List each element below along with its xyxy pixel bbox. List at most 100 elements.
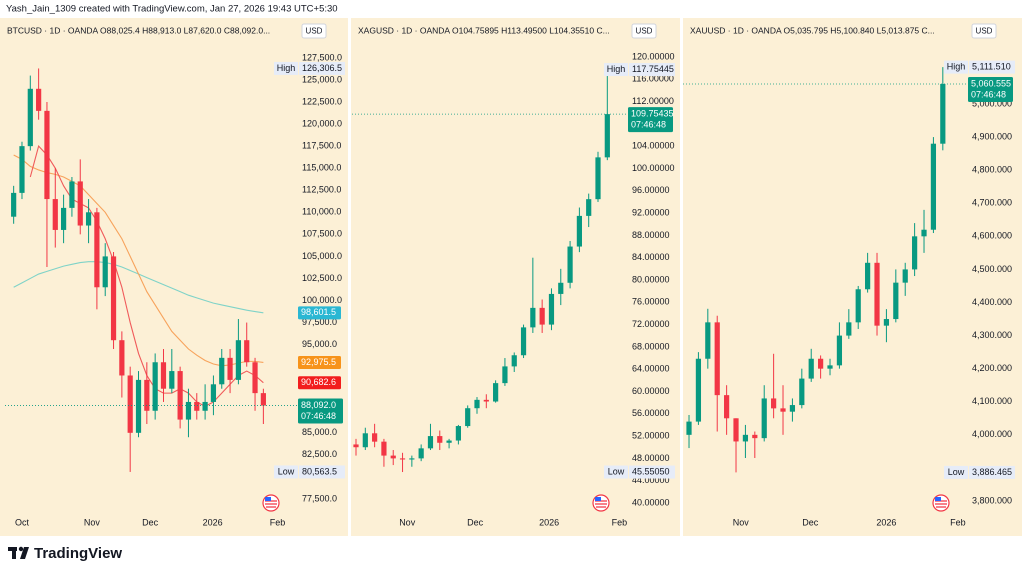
y-tick-label: 4,100.000 xyxy=(972,396,1012,406)
candle-body xyxy=(44,110,50,200)
panel-background xyxy=(0,18,348,536)
candle-body xyxy=(110,256,117,341)
symbol-header: XAUUSD · 1D · OANDA O5,035.795 H5,100.84… xyxy=(690,25,935,35)
candle-body xyxy=(930,143,937,230)
candle-body xyxy=(252,362,258,394)
candle-body xyxy=(567,246,573,283)
last-price-tag xyxy=(298,398,343,424)
currency-label: USD xyxy=(976,27,993,36)
candle-body xyxy=(144,379,150,411)
candle-body xyxy=(799,378,805,406)
y-tick-label: 64.00000 xyxy=(632,364,670,374)
candle-body xyxy=(77,181,83,226)
candle-body xyxy=(902,269,908,283)
candle-body xyxy=(85,212,92,226)
marker-value: 117.75445 xyxy=(632,64,674,74)
y-tick-label: 122,500.0 xyxy=(302,96,342,106)
y-tick-label: 120.00000 xyxy=(632,51,675,61)
candle-body xyxy=(705,322,711,359)
marker-name-box xyxy=(604,465,628,479)
x-tick-label: Nov xyxy=(733,517,750,527)
candle-body xyxy=(260,393,266,406)
candle-body xyxy=(836,335,843,366)
candle-body xyxy=(520,327,527,356)
candle-body xyxy=(883,319,890,326)
candle-body xyxy=(940,83,946,144)
currency-label: USD xyxy=(306,27,323,36)
flag-icon-canton xyxy=(265,497,271,501)
marker-value: 5,111.510 xyxy=(972,61,1011,71)
candle-body xyxy=(235,340,241,380)
last-price-label: 5,060.555 xyxy=(971,78,1011,88)
candle-body xyxy=(502,366,508,384)
candle-body xyxy=(483,399,489,402)
candle-body xyxy=(761,398,767,439)
candle-body xyxy=(362,433,368,448)
y-tick-label: 92.00000 xyxy=(632,207,670,217)
candle-body xyxy=(102,256,108,288)
candle-body xyxy=(219,357,225,385)
countdown-label: 07:46:48 xyxy=(301,411,336,421)
candle-body xyxy=(11,192,17,217)
candle-body xyxy=(372,433,378,442)
y-tick-label: 116.00000 xyxy=(632,74,674,84)
y-tick-label: 127,500.0 xyxy=(302,52,342,62)
candle-body xyxy=(353,444,359,448)
y-tick-label: 85,000.0 xyxy=(302,427,337,437)
x-tick-label: Dec xyxy=(802,517,819,527)
candle-body xyxy=(530,307,536,328)
candle-body xyxy=(686,421,692,435)
candle-body xyxy=(742,434,749,442)
x-tick-label: 2026 xyxy=(876,517,896,527)
y-tick-label: 82,500.0 xyxy=(302,449,337,459)
price-tag-label: 92,975.5 xyxy=(301,357,336,367)
y-tick-label: 4,500.000 xyxy=(972,264,1012,274)
y-tick-label: 40.00000 xyxy=(632,497,670,507)
currency-box xyxy=(971,23,997,39)
panel-background xyxy=(683,18,1022,536)
y-tick-label: 4,400.000 xyxy=(972,297,1012,307)
candle-body xyxy=(789,405,796,412)
candle-body xyxy=(27,88,33,147)
currency-box xyxy=(301,23,327,39)
y-tick-label: 112.00000 xyxy=(632,96,674,106)
candle-body xyxy=(752,434,758,439)
candle-body xyxy=(409,458,415,460)
candle-body xyxy=(202,401,208,411)
y-tick-label: 56.00000 xyxy=(632,408,670,418)
marker-value-box xyxy=(629,465,675,479)
candle-body xyxy=(94,212,100,288)
x-tick-label: Nov xyxy=(84,517,101,527)
y-tick-label: 76.00000 xyxy=(632,297,670,307)
panel-background xyxy=(351,18,680,536)
candle-body xyxy=(780,408,786,412)
marker-value: 126,306.5 xyxy=(302,63,342,73)
candle-body xyxy=(427,436,434,449)
x-tick-label: Dec xyxy=(142,517,159,527)
price-tag xyxy=(298,306,341,320)
last-price-tag xyxy=(968,76,1013,102)
x-tick-label: Feb xyxy=(270,517,286,527)
marker-value: 3,886.465 xyxy=(972,467,1012,477)
candle-body xyxy=(846,322,852,336)
candle-body xyxy=(69,181,75,208)
candle-body xyxy=(539,307,545,325)
candle-body xyxy=(604,114,610,158)
candle-body xyxy=(418,448,424,459)
y-tick-label: 84.00000 xyxy=(632,252,670,262)
y-tick-label: 5,000.000 xyxy=(972,98,1012,108)
candle-body xyxy=(127,375,133,433)
candle-body xyxy=(827,365,833,369)
flag-icon-canton xyxy=(595,497,601,501)
y-tick-label: 97,500.0 xyxy=(302,317,337,327)
marker-name-box xyxy=(604,63,628,77)
last-price-tag xyxy=(628,107,673,133)
y-tick-label: 102,500.0 xyxy=(302,273,342,283)
candle-body xyxy=(135,379,142,433)
y-tick-label: 125,000.0 xyxy=(302,74,342,84)
candle-body xyxy=(36,88,42,111)
marker-name: Low xyxy=(608,466,625,476)
candle-body xyxy=(152,362,158,411)
y-tick-label: 120,000.0 xyxy=(302,118,342,128)
y-tick-label: 4,300.000 xyxy=(972,330,1012,340)
